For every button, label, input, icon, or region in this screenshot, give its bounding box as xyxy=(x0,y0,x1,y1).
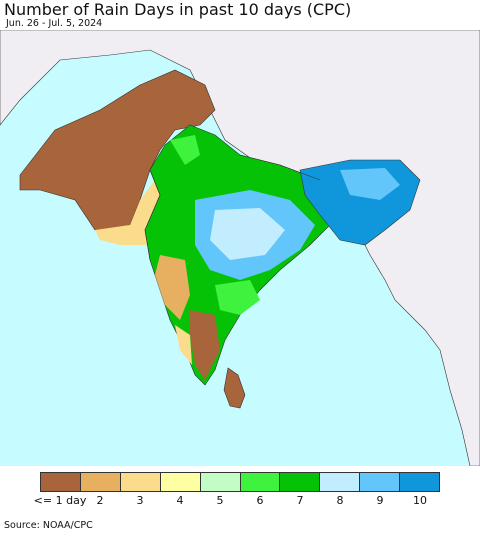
legend-label: 5 xyxy=(216,494,224,507)
legend-swatch xyxy=(41,473,81,491)
legend-swatch xyxy=(200,473,241,491)
south-dry xyxy=(190,310,220,380)
green-patch xyxy=(170,135,200,165)
source-note: Source: NOAA/CPC xyxy=(4,520,93,531)
legend-bar xyxy=(40,472,440,492)
legend-swatch xyxy=(240,473,281,491)
south-light xyxy=(175,325,192,365)
map-title: Number of Rain Days in past 10 days (CPC… xyxy=(4,0,352,19)
legend-label: 6 xyxy=(256,494,264,507)
legend-swatch xyxy=(400,473,440,491)
pakistan-region xyxy=(19,69,216,236)
map-canvas xyxy=(0,30,480,466)
legend-swatch xyxy=(80,473,121,491)
northeast-wet-light xyxy=(340,168,400,200)
legend-label: 7 xyxy=(296,494,304,507)
green-patch xyxy=(215,280,260,315)
central-wet-light xyxy=(210,208,285,260)
legend-label: 10 xyxy=(413,494,427,507)
sri-lanka xyxy=(223,367,246,409)
legend-label: 9 xyxy=(376,494,384,507)
legend-label: 3 xyxy=(136,494,144,507)
legend-swatch xyxy=(360,473,401,491)
legend-swatch xyxy=(280,473,321,491)
legend-label: 2 xyxy=(96,494,104,507)
legend-swatch xyxy=(160,473,201,491)
border-line xyxy=(239,154,321,181)
date-range: Jun. 26 - Jul. 5, 2024 xyxy=(6,18,103,29)
legend-label: 4 xyxy=(176,494,184,507)
legend-swatch xyxy=(120,473,161,491)
legend-swatch xyxy=(320,473,361,491)
deccan-dry xyxy=(155,255,190,320)
legend-labels: <= 1 day 2 3 4 5 6 7 8 9 10 xyxy=(34,494,440,508)
border-line xyxy=(144,169,161,261)
rain-days-map xyxy=(0,30,480,466)
legend-label: 8 xyxy=(336,494,344,507)
legend-label: <= 1 day xyxy=(33,494,87,507)
